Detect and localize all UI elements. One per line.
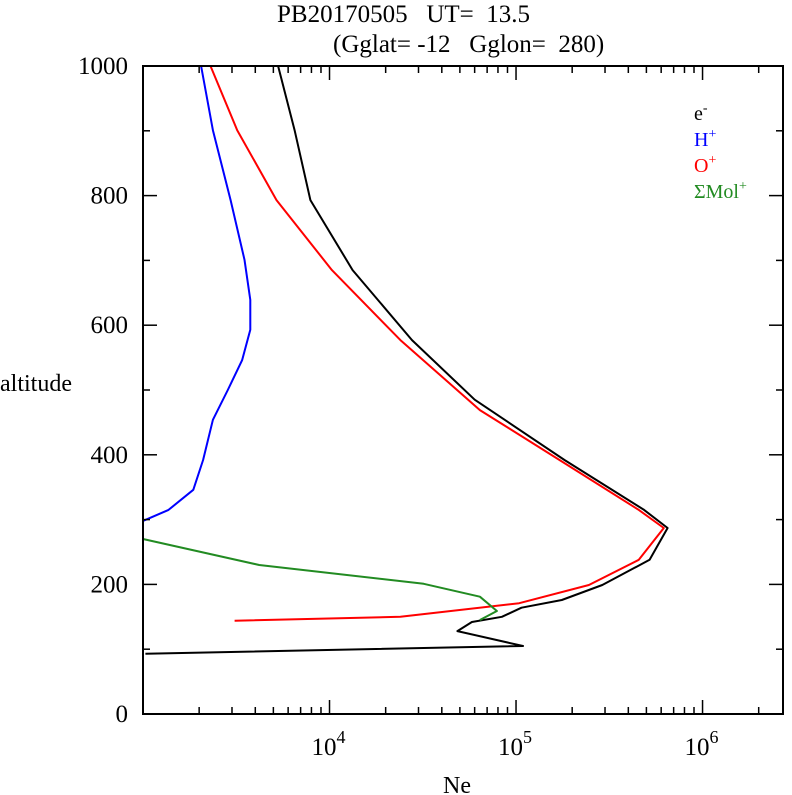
chart-subtitle: (Gglat= -12 Gglon= 280) (333, 31, 604, 58)
legend-entry-2: O+ (694, 153, 716, 177)
x-axis-label: Ne (443, 773, 471, 795)
series-layer (142, 65, 669, 655)
y-tick-label: 1000 (78, 53, 128, 80)
legend-entry-1: H+ (694, 127, 716, 151)
x-tick-label: 106 (685, 727, 719, 761)
legend: e-H+O+ΣMol+ (694, 101, 747, 203)
ticks-layer (143, 65, 783, 715)
y-tick-label: 800 (91, 183, 129, 210)
plot-frame (142, 65, 784, 715)
y-tick-label: 0 (116, 701, 129, 728)
y-axis-label: altitude (0, 371, 72, 397)
y-tick-labels: 0 200 400 600 800 1000 (78, 53, 128, 728)
y-tick-label: 600 (91, 312, 129, 339)
y-tick-label: 400 (91, 442, 129, 469)
series-line-1 (142, 65, 252, 522)
x-tick-label: 105 (498, 727, 532, 761)
chart-title: PB20170505 UT= 13.5 (277, 1, 530, 28)
y-tick-label: 200 (91, 571, 129, 598)
legend-entry-0: e- (694, 101, 708, 125)
legend-entry-3: ΣMol+ (694, 179, 747, 203)
series-line-2 (209, 65, 665, 622)
x-tick-labels: 104 105 106 (312, 727, 719, 761)
x-tick-label: 104 (312, 727, 346, 761)
series-line-3 (142, 538, 498, 621)
series-line-0 (145, 65, 669, 655)
